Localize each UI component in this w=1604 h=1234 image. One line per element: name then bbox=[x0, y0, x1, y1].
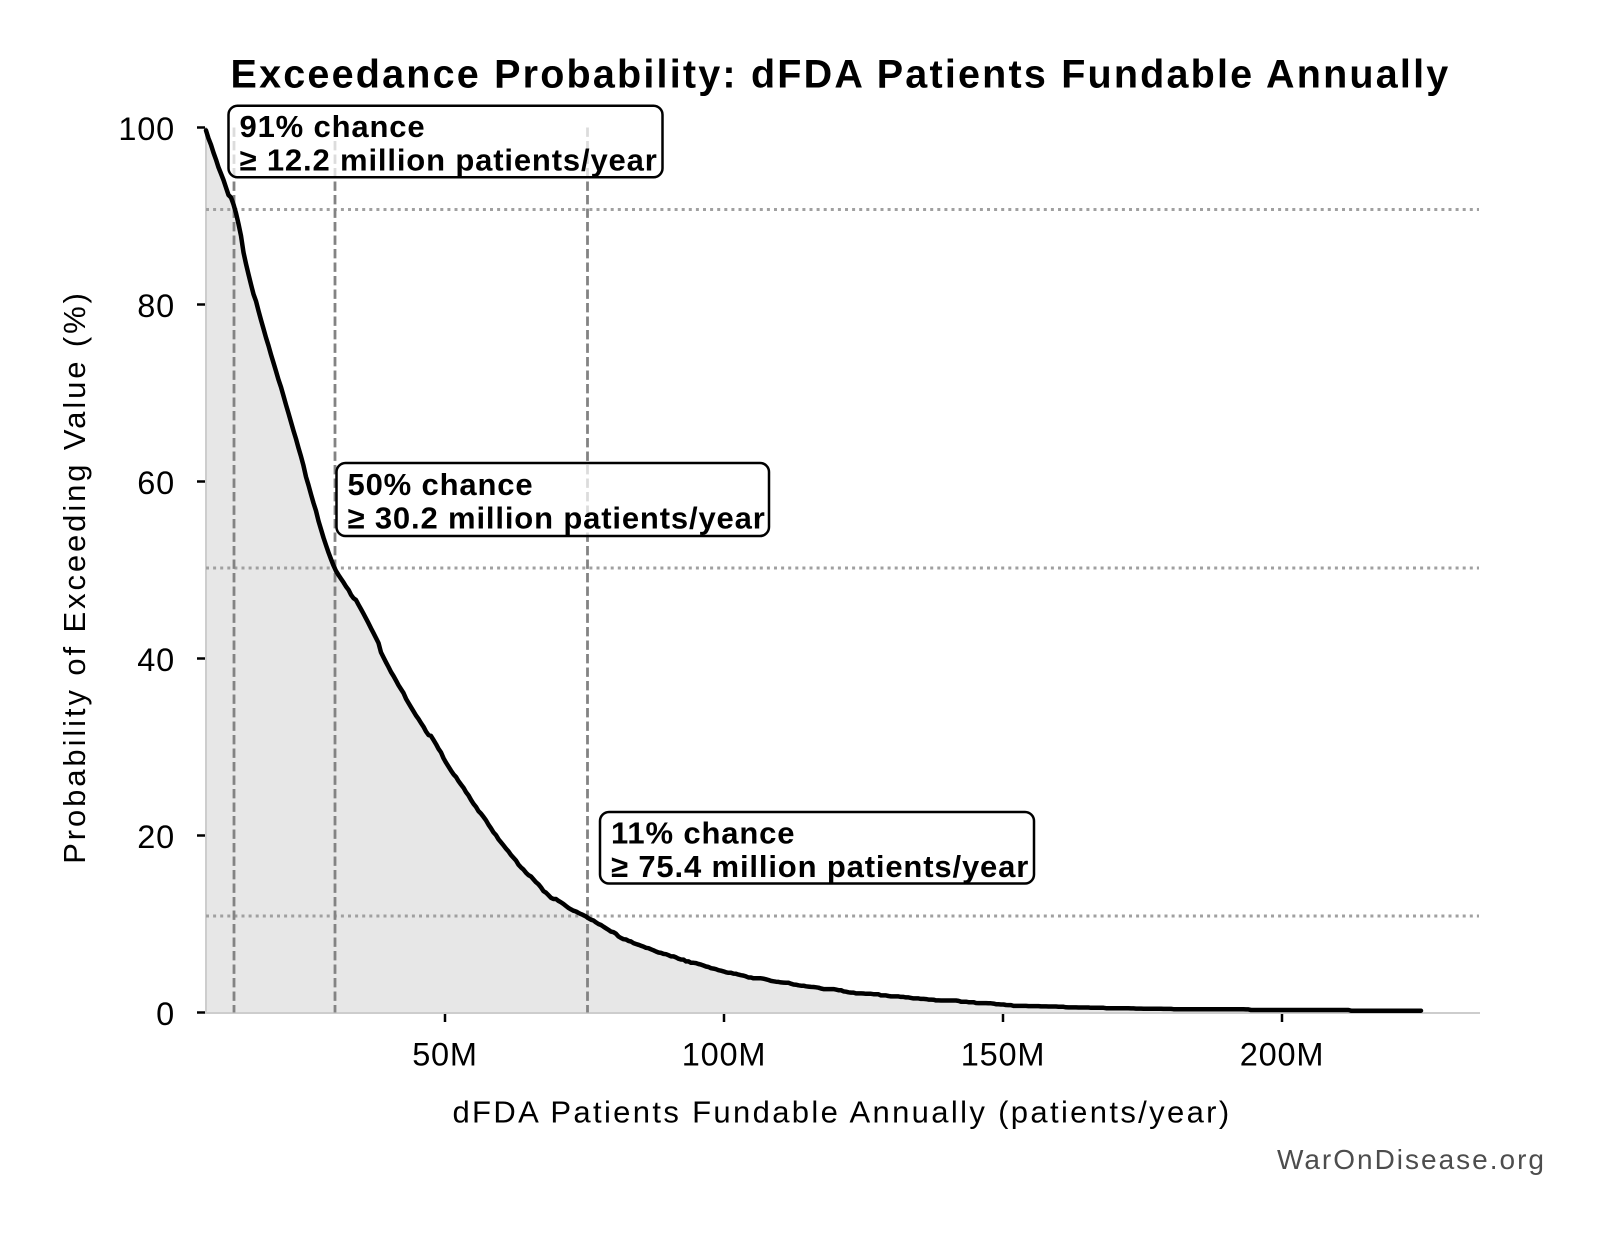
svg-text:100: 100 bbox=[118, 111, 175, 147]
svg-text:150M: 150M bbox=[961, 1037, 1046, 1073]
svg-text:0: 0 bbox=[156, 996, 175, 1032]
svg-text:dFDA Patients Fundable Annuall: dFDA Patients Fundable Annually (patient… bbox=[452, 1095, 1231, 1130]
svg-text:50% chance: 50% chance bbox=[348, 467, 534, 502]
svg-text:20: 20 bbox=[137, 819, 175, 855]
svg-text:≥ 12.2 million patients/year: ≥ 12.2 million patients/year bbox=[240, 143, 658, 178]
svg-text:80: 80 bbox=[137, 288, 175, 324]
svg-text:11% chance: 11% chance bbox=[611, 816, 795, 851]
svg-text:60: 60 bbox=[137, 465, 175, 501]
svg-text:WarOnDisease.org: WarOnDisease.org bbox=[1277, 1144, 1546, 1175]
svg-text:91% chance: 91% chance bbox=[240, 109, 426, 144]
svg-text:Exceedance Probability: dFDA P: Exceedance Probability: dFDA Patients Fu… bbox=[231, 53, 1451, 97]
svg-text:≥ 75.4 million patients/year: ≥ 75.4 million patients/year bbox=[611, 849, 1029, 884]
svg-text:40: 40 bbox=[137, 642, 175, 678]
svg-text:50M: 50M bbox=[412, 1037, 478, 1073]
svg-text:100M: 100M bbox=[682, 1037, 767, 1073]
svg-text:200M: 200M bbox=[1240, 1037, 1325, 1073]
svg-text:≥ 30.2 million patients/year: ≥ 30.2 million patients/year bbox=[348, 501, 766, 536]
svg-text:Probability of Exceeding Value: Probability of Exceeding Value (%) bbox=[57, 290, 92, 864]
